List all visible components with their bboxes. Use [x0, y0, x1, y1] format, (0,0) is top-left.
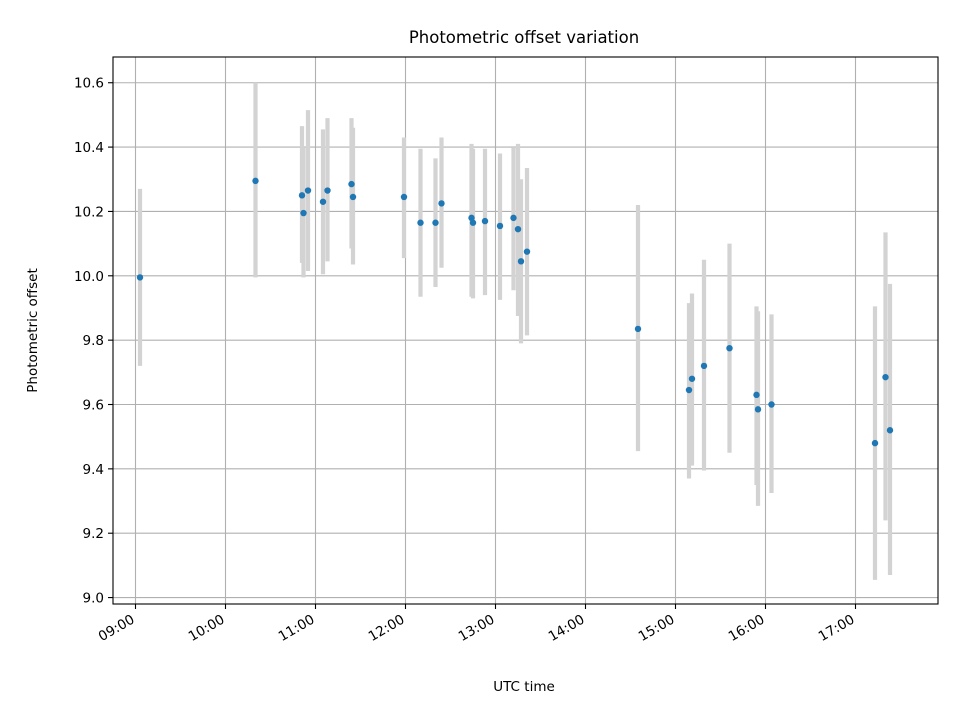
data-point: [469, 219, 477, 226]
data-point: [753, 391, 760, 399]
data-point: [349, 193, 357, 201]
y-tick-label: 10.0: [74, 269, 104, 285]
y-tick-label: 9.0: [83, 591, 104, 607]
data-point: [871, 439, 879, 447]
y-tick-label: 9.6: [83, 398, 104, 414]
grid-layer: [113, 57, 938, 604]
data-point: [481, 217, 489, 225]
data-point: [634, 325, 642, 333]
data-point: [700, 362, 708, 370]
data-point: [400, 193, 408, 201]
data-point: [417, 219, 424, 226]
data-point: [432, 219, 439, 226]
data-point: [768, 401, 775, 408]
data-point: [438, 200, 445, 207]
data-point: [514, 225, 522, 233]
data-point: [882, 373, 889, 381]
data-point: [685, 386, 693, 394]
y-axis-ticks: 9.0 9.2 9.4 9.6 9.8 10.0 10.2 10.4 10.6: [74, 76, 113, 607]
data-point: [252, 177, 259, 185]
y-tick-label: 9.2: [83, 526, 104, 542]
data-points: [136, 177, 894, 447]
data-point: [468, 214, 475, 222]
y-tick-label: 10.4: [74, 140, 104, 156]
data-point: [523, 248, 531, 255]
y-tick-label: 10.2: [74, 204, 104, 220]
data-point: [298, 192, 306, 199]
data-point: [688, 375, 696, 382]
data-point: [754, 406, 762, 413]
data-point: [886, 427, 894, 434]
y-axis-label: Photometric offset: [25, 268, 41, 392]
y-tick-label: 9.4: [83, 462, 104, 478]
data-point: [319, 198, 327, 205]
data-point: [300, 209, 307, 217]
chart-title: Photometric offset variation: [409, 28, 639, 47]
data-point: [496, 222, 504, 230]
data-point: [517, 258, 525, 265]
y-tick-label: 9.8: [83, 333, 104, 349]
data-point: [304, 187, 312, 194]
plot-frame: [112, 56, 939, 605]
data-point: [136, 274, 144, 281]
y-tick-label: 10.6: [74, 76, 104, 92]
data-point: [324, 187, 331, 194]
data-point: [726, 344, 733, 352]
data-point: [510, 214, 517, 222]
x-axis-label: UTC time: [493, 679, 555, 695]
data-point: [348, 180, 355, 188]
